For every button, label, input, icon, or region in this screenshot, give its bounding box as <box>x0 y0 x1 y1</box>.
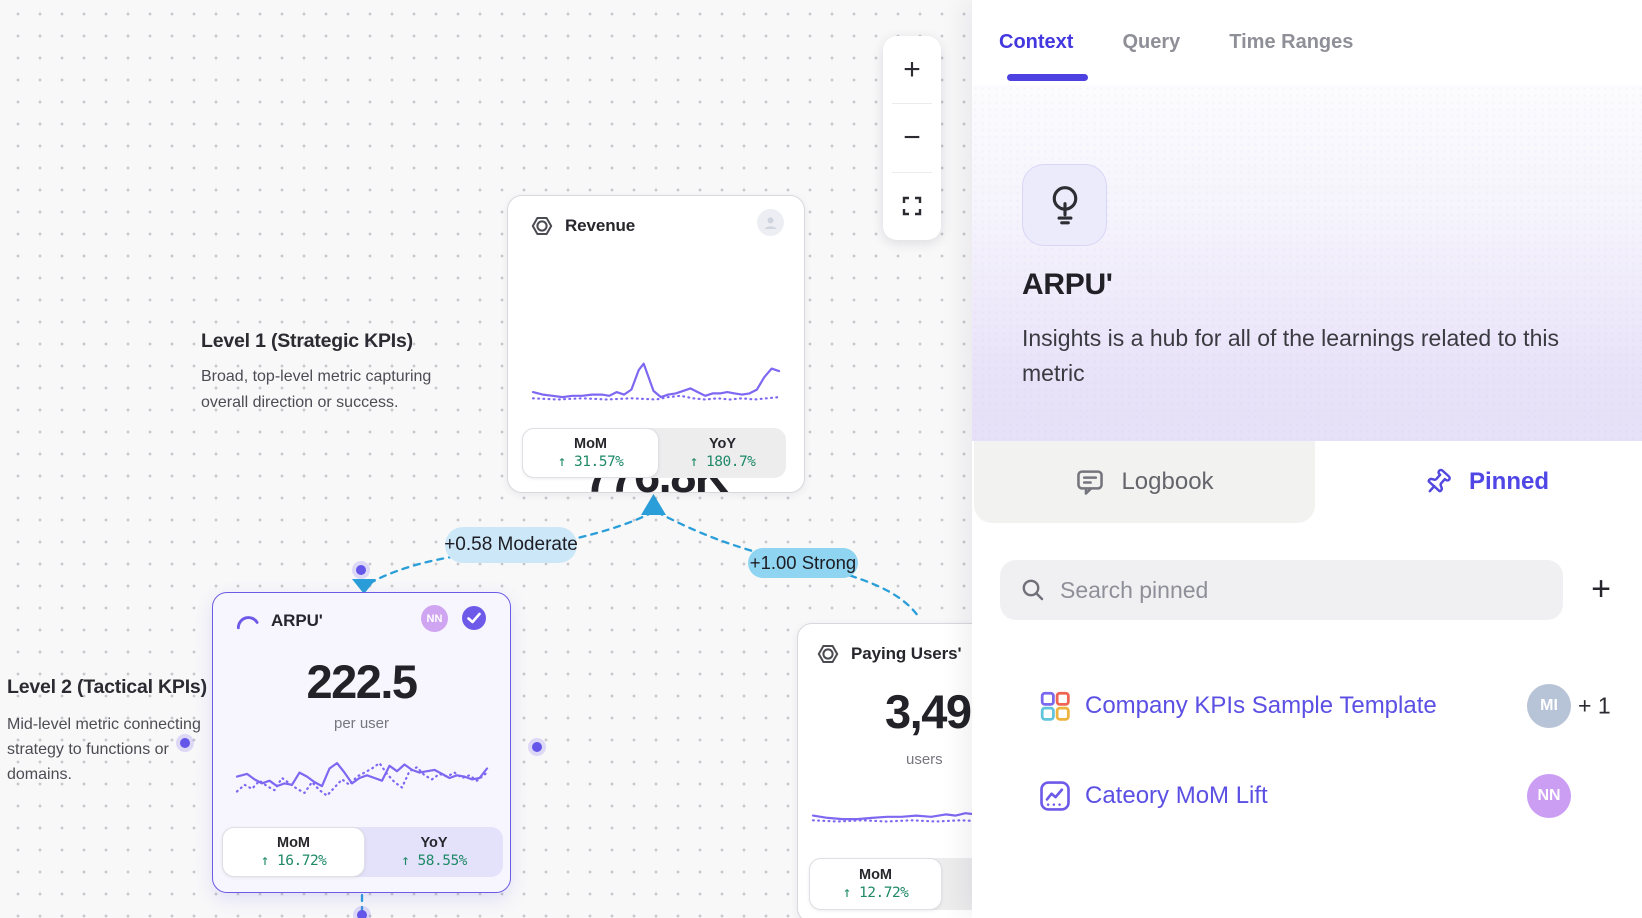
stat-pill-mom[interactable]: MoM ↑ 16.72% <box>222 827 365 877</box>
pinned-item-label: Company KPIs Sample Template <box>1085 692 1437 719</box>
pill-value: ↑ 31.57% <box>557 454 624 470</box>
arc-metric-icon <box>236 616 259 630</box>
insight-icon-box <box>1022 164 1107 246</box>
metric-hexagon-icon <box>817 645 839 663</box>
pill-label: MoM <box>573 436 607 452</box>
pinned-item-label: Cateory MoM Lift <box>1085 782 1268 809</box>
owner-avatar-placeholder[interactable] <box>757 209 784 236</box>
stat-pill-row: MoM ↑ 16.72% YoY ↑ 58.55% <box>222 827 503 877</box>
zoom-in-button[interactable]: + <box>903 52 921 86</box>
card-title: ARPU' <box>271 611 323 630</box>
divider <box>892 171 932 173</box>
card-title: Paying Users' <box>851 644 962 663</box>
level2-title: Level 2 (Tactical KPIs) <box>7 676 207 698</box>
template-grid-icon <box>1040 691 1070 721</box>
pill-value: ↑ 180.7% <box>689 454 756 470</box>
context-header-panel: ARPU' Insights is a hub for all of the l… <box>972 85 1642 441</box>
pill-label: MoM <box>276 835 310 851</box>
metric-value: 3,49 <box>885 685 972 738</box>
pill-label: YoY <box>420 835 448 851</box>
tab-query[interactable]: Query <box>1122 31 1181 53</box>
sparkline-arpu <box>235 762 489 797</box>
tab-time-ranges[interactable]: Time Ranges <box>1229 31 1354 53</box>
lightbulb-icon <box>1052 186 1077 225</box>
metric-card-paying-users[interactable]: Paying Users' 3,49 users MoM ↑ 12.72% <box>797 623 972 918</box>
pill-label: YoY <box>708 436 737 452</box>
metric-unit: users <box>906 751 943 768</box>
pill-value: ↑ 16.72% <box>260 853 327 869</box>
metric-card-arpu[interactable]: ARPU' NN 222.5 per user MoM ↑ 16.72% YoY <box>212 592 511 893</box>
level1-title: Level 1 (Strategic KPIs) <box>201 330 413 352</box>
correlation-label-strong[interactable]: +1.00 Strong <box>748 548 858 578</box>
chart-icon <box>1040 781 1070 811</box>
owner-avatar-nn[interactable]: NN <box>421 605 448 632</box>
pinned-label: Pinned <box>1469 468 1550 495</box>
subtab-logbook[interactable]: Logbook <box>974 441 1315 523</box>
extra-collaborators-count: + 1 <box>1578 692 1611 719</box>
metric-card-revenue[interactable]: Revenue 776.8K MoM ↑ 31.57% YoY ↑ 180.7% <box>507 195 805 502</box>
level2-description: Mid-level metric connecting strategy to … <box>7 716 201 783</box>
pill-value: ↑ 12.72% <box>842 885 909 901</box>
stat-pill-row: MoM ↑ 12.72% <box>809 858 972 910</box>
node-handle-bottom[interactable] <box>357 910 367 918</box>
zoom-out-button[interactable]: − <box>903 120 921 154</box>
tab-context[interactable]: Context <box>999 31 1074 53</box>
search-pinned-input[interactable] <box>1060 576 1543 604</box>
sparkline-paying-users <box>811 812 972 823</box>
subtab-pinned[interactable]: Pinned <box>1422 441 1549 523</box>
correlation-label-moderate[interactable]: +0.58 Moderate <box>444 527 578 563</box>
avatar-mi[interactable]: MI <box>1527 684 1571 728</box>
active-tab-underline <box>1007 74 1088 81</box>
stat-pill-row: MoM ↑ 31.57% YoY ↑ 180.7% <box>522 428 786 478</box>
level1-description: Broad, top-level metric capturing overal… <box>201 368 432 411</box>
stat-pill-yoy[interactable]: YoY ↑ 58.55% <box>365 827 503 877</box>
pill-label: MoM <box>858 867 892 883</box>
search-pinned-box <box>1000 560 1563 620</box>
card-title: Revenue <box>565 216 636 235</box>
context-metric-title: ARPU' <box>1022 268 1113 301</box>
detail-sidebar: Context Query Time Ranges ARPU' Insights… <box>972 0 1642 918</box>
person-icon <box>764 217 777 229</box>
divider <box>892 103 932 105</box>
canvas-zoom-toolbar: + − <box>883 36 941 240</box>
fit-view-icon <box>902 197 922 216</box>
pushpin-icon <box>1427 468 1451 493</box>
pill-value: ↑ 58.55% <box>401 853 467 869</box>
pinned-item-cateory-mom-lift[interactable]: Cateory MoM Lift NN <box>972 764 1642 828</box>
avatar-nn[interactable]: NN <box>1527 774 1571 818</box>
metric-hexagon-icon <box>531 217 553 235</box>
search-icon <box>1022 579 1044 601</box>
node-handle-top[interactable] <box>356 565 366 575</box>
stat-pill-mom[interactable]: MoM ↑ 31.57% <box>522 428 659 478</box>
sparkline-revenue <box>531 362 781 401</box>
add-pinned-button[interactable]: + <box>1591 569 1611 608</box>
logbook-label: Logbook <box>1121 468 1214 495</box>
fit-view-button[interactable] <box>883 173 941 240</box>
metric-unit: per user <box>333 715 390 732</box>
node-handle-right[interactable] <box>532 742 542 752</box>
stat-pill-mom[interactable]: MoM ↑ 12.72% <box>809 858 942 910</box>
verified-badge <box>460 604 488 637</box>
node-handle-left[interactable] <box>180 738 190 748</box>
context-metric-description: Insights is a hub for all of the learnin… <box>1022 325 1559 386</box>
metric-tree-canvas[interactable]: Level 1 (Strategic KPIs) Broad, top-leve… <box>0 0 972 918</box>
logbook-comment-icon <box>1077 470 1104 495</box>
metric-value: 222.5 <box>306 655 418 708</box>
sidebar-tab-bar: Context Query Time Ranges <box>999 0 1353 85</box>
stat-pill-yoy[interactable]: YoY ↑ 180.7% <box>659 428 786 478</box>
pinned-item-company-kpis[interactable]: Company KPIs Sample Template MI + 1 <box>972 674 1642 738</box>
